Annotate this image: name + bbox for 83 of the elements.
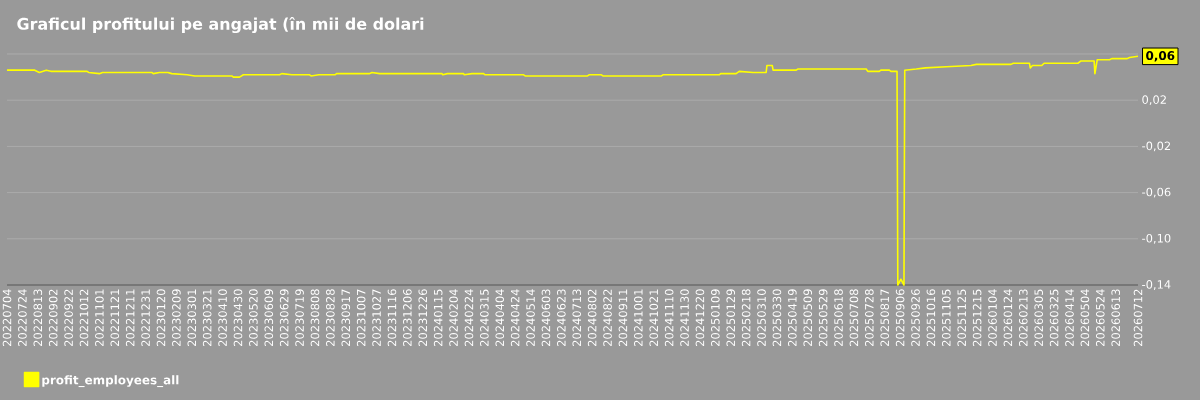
- x-tick-label: 20231206: [403, 289, 412, 346]
- x-tick-label: 20260613: [1111, 289, 1121, 346]
- y-tick-label: -0,10: [1142, 233, 1171, 244]
- x-tick-label: 20250109: [711, 289, 720, 346]
- x-tick-label: 20260213: [1018, 289, 1028, 346]
- x-tick-label: 20241021: [649, 289, 659, 346]
- x-tick-label: 20250817: [880, 289, 890, 346]
- x-tick-label: 20240424: [510, 289, 520, 346]
- x-tick-label: 20240514: [526, 289, 535, 346]
- x-tick-label: 20260124: [1003, 289, 1013, 346]
- x-tick-label: 20250129: [726, 289, 736, 346]
- line-series: [6, 55, 1139, 286]
- x-tick-label: 20220813: [33, 289, 43, 346]
- x-tick-label: 20240713: [572, 289, 582, 346]
- x-tick-label: 20230808: [310, 289, 320, 346]
- x-tick-label: 20240603: [541, 289, 551, 346]
- x-tick-label: 20220922: [64, 289, 73, 346]
- x-tick-label: 20240911: [618, 289, 628, 346]
- x-tick-label: 20251215: [972, 289, 982, 346]
- x-tick-label: 20250906: [895, 289, 905, 346]
- x-tick-label: 20221101: [95, 289, 104, 346]
- x-tick-label: 20231116: [387, 289, 397, 346]
- x-tick-label: 20231226: [418, 289, 428, 346]
- x-tick-label: 20251105: [941, 289, 951, 346]
- x-tick-label: 20221211: [125, 289, 135, 346]
- x-tick-label: 20240822: [603, 289, 612, 346]
- x-tick-label: 20240623: [557, 289, 566, 346]
- x-tick-label: 20260712: [1133, 289, 1143, 346]
- x-tick-label: 20230321: [202, 289, 212, 346]
- x-tick-label: 20250708: [849, 289, 859, 346]
- x-tick-label: 20230719: [295, 289, 304, 346]
- x-tick-label: 20241110: [664, 289, 674, 346]
- x-tick-label: 20250509: [803, 289, 813, 346]
- annotation: 0,06: [1146, 51, 1175, 62]
- legend-label: profit_employees_all: [42, 375, 179, 388]
- x-tick-label: 20220704: [2, 289, 12, 346]
- x-tick-label: 20220724: [18, 289, 27, 346]
- x-tick-label: 20240115: [433, 289, 443, 346]
- x-tick-label: 20260104: [988, 289, 997, 346]
- x-tick-label: 20221121: [110, 289, 120, 346]
- x-tick-label: 20250529: [818, 289, 828, 346]
- y-tick-label: -0,06: [1142, 187, 1171, 198]
- x-tick-label: 20230120: [156, 289, 166, 346]
- x-tick-label: 20251016: [926, 289, 936, 346]
- x-tick-label: 20240204: [449, 289, 458, 346]
- x-tick-label: 20241220: [695, 289, 705, 346]
- x-tick-label: 20260325: [1049, 289, 1059, 346]
- x-tick-label: 20230209: [172, 289, 181, 346]
- x-tick-label: 20240802: [587, 289, 597, 346]
- x-tick-label: 20250618: [834, 289, 843, 346]
- x-tick-label: 20230430: [233, 289, 243, 346]
- x-tick-label: 20240224: [464, 289, 474, 346]
- x-tick-label: 20240404: [495, 289, 505, 346]
- x-tick-label: 20250728: [864, 289, 874, 346]
- x-tick-label: 20250926: [911, 289, 920, 346]
- x-tick-label: 20230520: [249, 289, 258, 346]
- x-tick-label: 20220902: [48, 289, 58, 346]
- x-tick-label: 20260524: [1095, 289, 1105, 346]
- y-tick-label: 0,02: [1142, 95, 1166, 106]
- x-tick-label: 20260414: [1065, 289, 1074, 346]
- x-tick-label: 20250310: [757, 289, 766, 346]
- x-tick-label: 20230609: [264, 289, 274, 346]
- x-tick-label: 20260305: [1034, 289, 1044, 346]
- x-tick-label: 20240315: [480, 289, 489, 346]
- x-tick-label: 20241001: [634, 289, 643, 346]
- chart-title: Graficul profitului pe angajat (în mii de dolari: [17, 16, 424, 34]
- y-tick-label: -0,14: [1142, 280, 1171, 290]
- y-tick-label: -0,02: [1142, 141, 1171, 152]
- x-tick-label: 20231007: [356, 289, 366, 346]
- x-tick-label: 20231027: [372, 289, 381, 346]
- x-tick-label: 20251125: [957, 289, 967, 346]
- x-tick-label: 20230828: [326, 289, 335, 346]
- x-tick-label: 20221231: [141, 289, 150, 346]
- x-tick-label: 20260504: [1080, 289, 1090, 346]
- x-tick-label: 20250419: [787, 289, 797, 346]
- x-tick-label: 20221012: [79, 289, 89, 346]
- x-tick-label: 20230629: [279, 289, 289, 346]
- x-tick-label: 20250330: [772, 289, 782, 346]
- x-tick-label: 20250218: [741, 289, 751, 346]
- x-tick-label: 20230301: [187, 289, 197, 346]
- x-tick-label: 20230917: [341, 289, 351, 346]
- x-tick-label: 20241130: [680, 289, 689, 346]
- x-tick-label: 20230410: [218, 289, 227, 346]
